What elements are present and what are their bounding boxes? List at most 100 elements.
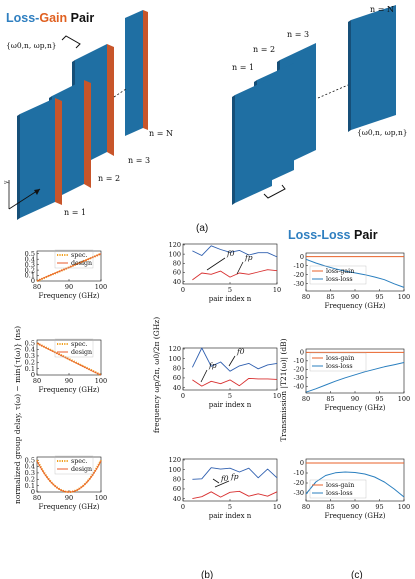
x-tick-label: 100 xyxy=(95,283,107,291)
annotation-fp: fp xyxy=(244,253,253,262)
y-tick-label: 0.4 xyxy=(25,255,35,263)
axis-y-label: y xyxy=(3,180,10,185)
caption-b: (b) xyxy=(201,570,213,579)
plot-frame xyxy=(305,252,405,292)
x-tick-label: 90 xyxy=(65,283,73,291)
y-tick-label: 40 xyxy=(173,278,181,286)
y-tick-label: 80 xyxy=(173,475,181,483)
label-right-n1: n = 1 xyxy=(232,63,254,72)
annotation-fp: fp xyxy=(230,472,239,481)
x-axis-label: Frequency (GHz) xyxy=(39,503,100,511)
y-tick-label: 0.4 xyxy=(25,463,35,471)
y-tick-label: 100 xyxy=(169,355,181,363)
x-tick-label: 90 xyxy=(65,494,73,502)
y-tick-label: 80 xyxy=(173,364,181,372)
label-left-n3: n = 3 xyxy=(128,156,150,165)
x-tick-label: 85 xyxy=(326,503,334,511)
series-fp-line xyxy=(192,490,278,500)
label-left-nN: n = N xyxy=(149,129,173,138)
ylabel-group-delay: normalized group delay, τ(ω) − min{τ(ω)}… xyxy=(13,326,22,504)
x-tick-label: 95 xyxy=(375,293,383,301)
x-axis-label: pair index n xyxy=(209,401,252,409)
plate-r-n-1 xyxy=(232,78,272,205)
chart-tx-3: 80 85 90 95 100 -30 -20 -10 0 Frequency (GHz) loss… xyxy=(294,458,410,520)
label-right-n2: n = 2 xyxy=(253,45,275,54)
title-pair: Pair xyxy=(67,11,94,25)
dashed-continuation-right xyxy=(317,84,349,99)
y-tick-label: -30 xyxy=(294,489,304,497)
x-tick-label: 100 xyxy=(398,395,410,403)
annotation-arrow xyxy=(206,257,226,271)
legend-label: loss-gain xyxy=(326,355,354,362)
omega-label-left: {ω0,n, ωp,n} xyxy=(6,41,57,50)
y-tick-label: 120 xyxy=(169,241,181,249)
legend-box xyxy=(309,479,367,499)
x-tick-label: 80 xyxy=(33,377,41,385)
chart-gd-parabola: 80 90 100 00.10.20.30.40.5 Frequency (GHz) sp… xyxy=(25,455,107,511)
ll-title-pair: Pair xyxy=(351,228,378,242)
x-axis-label: Frequency (GHz) xyxy=(325,512,386,520)
legend-label: spec. xyxy=(71,341,88,348)
annotation-fp: fp xyxy=(208,361,217,370)
y-tick-label: 60 xyxy=(173,485,181,493)
x-tick-label: 10 xyxy=(273,392,281,400)
label-right-nN: n = N xyxy=(370,5,394,14)
ylabel-frequency: frequency ωp/2π, ω0/2π (GHz) xyxy=(152,317,161,433)
y-tick-label: 0.1 xyxy=(25,482,35,490)
x-axis-label: Frequency (GHz) xyxy=(325,302,386,310)
annotation-arrow xyxy=(214,480,230,488)
caption-c: (c) xyxy=(351,570,363,579)
y-tick-label: -10 xyxy=(294,469,304,477)
label-right-n3: n = 3 xyxy=(287,30,309,39)
x-tick-label: 0 xyxy=(181,392,185,400)
annotation-f0: f0 xyxy=(220,474,229,483)
series-f0-line xyxy=(192,467,278,480)
legend-label: loss-loss xyxy=(326,276,353,283)
annotation-arrow xyxy=(212,478,220,484)
x-tick-label: 10 xyxy=(273,286,281,294)
y-tick-label: 100 xyxy=(169,466,181,474)
x-tick-label: 90 xyxy=(351,395,359,403)
x-tick-label: 80 xyxy=(302,395,310,403)
x-tick-label: 80 xyxy=(302,293,310,301)
x-tick-label: 100 xyxy=(95,494,107,502)
title-loss: Loss- xyxy=(6,11,39,25)
x-tick-label: 5 xyxy=(228,286,232,294)
legend-box xyxy=(54,249,94,269)
legend-label: loss-loss xyxy=(326,490,353,497)
y-tick-label: 0.5 xyxy=(25,339,35,347)
y-tick-label: 0 xyxy=(31,371,35,379)
y-tick-label: -20 xyxy=(294,271,304,279)
annotation-arrow xyxy=(228,355,236,367)
y-tick-label: 0 xyxy=(31,488,35,496)
y-tick-label: 0 xyxy=(300,459,304,467)
x-axis-label: Frequency (GHz) xyxy=(39,386,100,394)
y-tick-label: 0.5 xyxy=(25,250,35,258)
y-tick-label: 80 xyxy=(173,260,181,268)
series-design-line xyxy=(36,253,102,282)
y-tick-label: 0.2 xyxy=(25,358,35,366)
series-lossloss-line xyxy=(305,362,405,393)
title-gain: Gain xyxy=(39,11,67,25)
legend-box xyxy=(54,338,94,358)
x-axis-label: pair index n xyxy=(209,512,252,520)
legend-label: design xyxy=(71,260,92,267)
annotation-arrow xyxy=(236,261,244,275)
label-left-n1: n = 1 xyxy=(64,208,86,217)
chart-gd-linear-up: 80 90 100 00.10.20.30.40.5 Frequency (GHz) sp… xyxy=(25,249,107,300)
y-tick-label: 0.2 xyxy=(25,266,35,274)
ylabel-transmission: Transmission |T21(ω)| (dB) xyxy=(279,338,288,441)
x-tick-label: 85 xyxy=(326,395,334,403)
series-lossloss-line xyxy=(305,471,405,498)
y-tick-label: 0.3 xyxy=(25,261,35,269)
y-tick-label: -10 xyxy=(294,262,304,270)
legend-box xyxy=(309,265,367,285)
series-design-line xyxy=(36,460,102,493)
plate-r-n-N xyxy=(348,5,396,132)
y-tick-label: 0 xyxy=(31,277,35,285)
panel-a-left: Loss-Gain Pair xyxy=(3,10,173,220)
y-tick-label: -10 xyxy=(294,357,304,365)
